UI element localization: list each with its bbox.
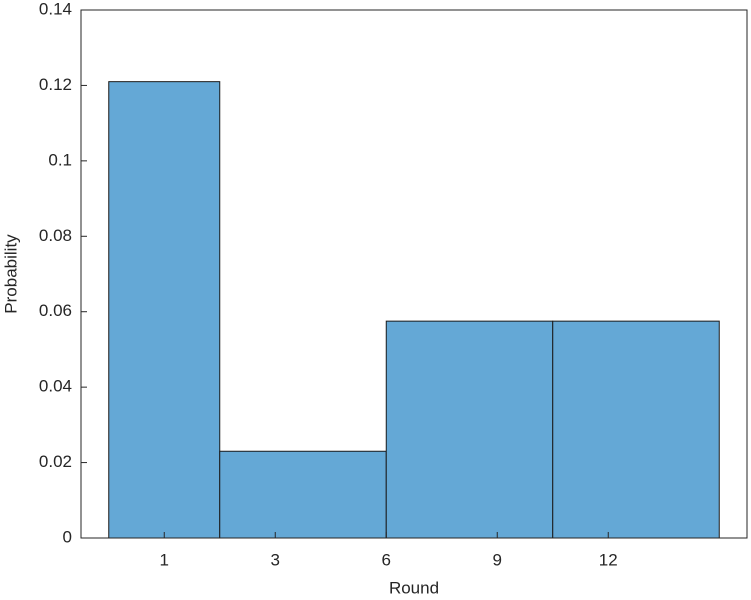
bar: [219, 450, 387, 539]
y-tick-label: 0.08: [39, 226, 72, 245]
x-tick-label: 1: [160, 550, 169, 569]
bar: [552, 320, 720, 539]
bar: [108, 81, 221, 539]
x-tick-label: 9: [493, 550, 502, 569]
plot-frame: [80, 9, 748, 539]
y-tick-label: 0.14: [39, 0, 72, 18]
x-tick-label: 12: [599, 550, 618, 569]
y-tick-label: 0.12: [39, 75, 72, 94]
bar: [385, 320, 554, 539]
y-tick-label: 0: [63, 527, 72, 546]
x-axis-label: Round: [389, 578, 439, 597]
y-axis-label: Probability: [1, 234, 20, 314]
x-tick-label: 3: [271, 550, 280, 569]
y-tick-label: 0.02: [39, 452, 72, 471]
x-tick-label: 6: [382, 550, 391, 569]
y-tick-label: 0.04: [39, 377, 72, 396]
y-tick-label: 0.1: [48, 150, 72, 169]
y-tick-label: 0.06: [39, 301, 72, 320]
